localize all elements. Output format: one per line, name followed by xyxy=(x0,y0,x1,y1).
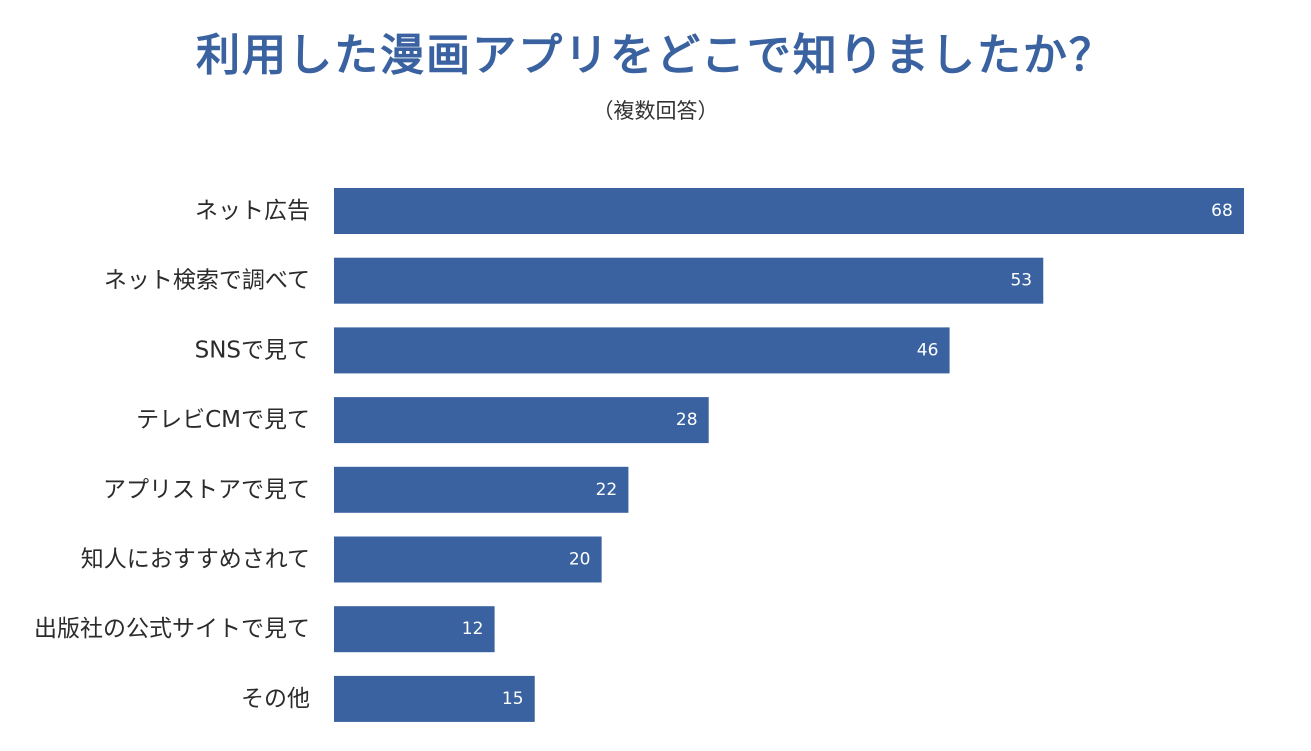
value-label-1: 53 xyxy=(1010,271,1032,291)
value-label-3: 28 xyxy=(676,410,698,430)
bar-3 xyxy=(334,397,709,444)
bar-1 xyxy=(334,257,1044,304)
value-label-2: 46 xyxy=(917,340,939,360)
bars-group xyxy=(334,188,1244,722)
value-label-5: 20 xyxy=(569,550,591,570)
value-labels-group: 68 53 46 28 22 20 12 15 xyxy=(462,201,1233,709)
chart-title: 利用した漫画アプリをどこで知りましたか？ xyxy=(196,30,1115,81)
bar-7 xyxy=(334,675,535,722)
category-label-6: 出版社の公式サイトで見て xyxy=(34,616,310,642)
value-label-4: 22 xyxy=(596,480,618,500)
bar-5 xyxy=(334,536,602,583)
bar-6 xyxy=(334,606,495,653)
value-label-6: 12 xyxy=(462,619,484,639)
chart-subtitle: （複数回答） xyxy=(592,99,719,123)
category-label-1: ネット検索で調べて xyxy=(104,268,310,294)
bar-0 xyxy=(334,188,1244,234)
value-label-0: 68 xyxy=(1211,201,1233,221)
category-label-4: アプリストアで見て xyxy=(103,477,310,503)
category-label-7: その他 xyxy=(241,686,310,712)
bar-4 xyxy=(334,466,629,513)
category-label-5: 知人におすすめされて xyxy=(81,547,310,573)
value-label-7: 15 xyxy=(502,689,524,709)
bar-2 xyxy=(334,327,950,374)
category-label-0: ネット広告 xyxy=(195,198,310,224)
category-label-3: テレビCMで見て xyxy=(136,407,310,433)
category-label-2: SNSで見て xyxy=(195,337,310,363)
